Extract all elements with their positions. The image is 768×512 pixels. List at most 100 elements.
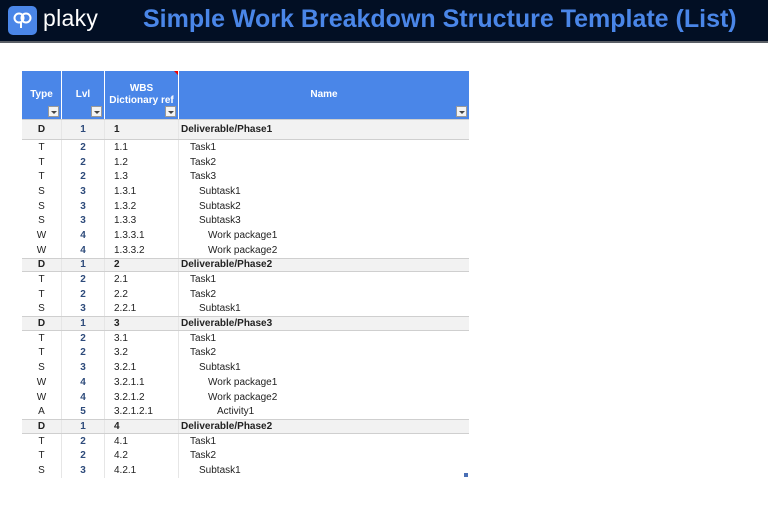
level-cell[interactable]: 2	[62, 169, 105, 185]
type-cell[interactable]: T	[22, 433, 62, 449]
table-row[interactable]: S 3 1.3.2 Subtask2	[22, 198, 469, 214]
wbs-ref-cell[interactable]: 1	[105, 120, 179, 139]
name-cell[interactable]: Work package1	[208, 376, 278, 388]
level-cell[interactable]: 1	[62, 258, 105, 272]
name-cell[interactable]: Work package1	[208, 229, 278, 241]
table-row[interactable]: W 4 3.2.1.2 Work package2	[22, 389, 469, 405]
name-cell[interactable]: Task1	[190, 332, 217, 344]
table-row[interactable]: W 4 1.3.3.1 Work package1	[22, 228, 469, 243]
name-cell[interactable]: Task1	[190, 435, 217, 447]
level-cell[interactable]: 4	[62, 228, 105, 243]
filter-dropdown-icon[interactable]	[456, 106, 467, 117]
type-cell[interactable]: S	[22, 213, 62, 229]
type-cell[interactable]: S	[22, 198, 62, 214]
filter-dropdown-icon[interactable]	[91, 106, 102, 117]
wbs-ref-cell[interactable]: 1.3.2	[105, 198, 179, 214]
name-cell[interactable]: Deliverable/Phase2	[181, 259, 273, 271]
filter-dropdown-icon[interactable]	[48, 106, 59, 117]
name-cell[interactable]: Task2	[190, 347, 217, 359]
name-cell[interactable]: Subtask1	[199, 185, 241, 197]
type-cell[interactable]: T	[22, 169, 62, 185]
wbs-ref-cell[interactable]: 4.1	[105, 433, 179, 449]
table-row[interactable]: T 2 3.1 Task1	[22, 330, 469, 346]
level-cell[interactable]: 1	[62, 420, 105, 433]
level-cell[interactable]: 4	[62, 242, 105, 258]
type-cell[interactable]: W	[22, 242, 62, 258]
wbs-ref-cell[interactable]: 4	[105, 420, 179, 433]
type-cell[interactable]: T	[22, 286, 62, 302]
level-cell[interactable]: 5	[62, 404, 105, 420]
name-cell[interactable]: Deliverable/Phase1	[181, 124, 273, 135]
deliverable-row[interactable]: D 1 4 Deliverable/Phase2	[22, 419, 469, 434]
name-cell[interactable]: Subtask3	[199, 215, 241, 227]
table-row[interactable]: T 2 1.3 Task3	[22, 169, 469, 185]
type-cell[interactable]: T	[22, 330, 62, 346]
table-row[interactable]: S 3 3.2.1 Subtask1	[22, 360, 469, 375]
level-cell[interactable]: 3	[62, 301, 105, 317]
table-row[interactable]: T 2 3.2 Task2	[22, 345, 469, 361]
deliverable-row[interactable]: D 1 2 Deliverable/Phase2	[22, 257, 469, 273]
name-cell[interactable]: Task1	[190, 141, 217, 153]
wbs-ref-cell[interactable]: 1.3.1	[105, 184, 179, 199]
type-cell[interactable]: D	[22, 120, 62, 139]
level-cell[interactable]: 2	[62, 433, 105, 449]
type-cell[interactable]: D	[22, 258, 62, 272]
level-cell[interactable]: 2	[62, 448, 105, 464]
level-cell[interactable]: 2	[62, 140, 105, 155]
wbs-ref-cell[interactable]: 4.2.1	[105, 463, 179, 478]
type-cell[interactable]: T	[22, 448, 62, 464]
name-cell[interactable]: Deliverable/Phase2	[181, 420, 273, 432]
level-cell[interactable]: 2	[62, 286, 105, 302]
wbs-ref-cell[interactable]: 3.2.1	[105, 360, 179, 375]
wbs-ref-cell[interactable]: 1.1	[105, 140, 179, 155]
table-row[interactable]: T 2 2.1 Task1	[22, 272, 469, 287]
wbs-ref-cell[interactable]: 3.1	[105, 330, 179, 346]
level-cell[interactable]: 3	[62, 360, 105, 375]
type-cell[interactable]: T	[22, 140, 62, 155]
type-cell[interactable]: T	[22, 154, 62, 170]
name-cell[interactable]: Subtask1	[199, 362, 241, 374]
type-cell[interactable]: S	[22, 463, 62, 478]
table-row[interactable]: S 3 4.2.1 Subtask1	[22, 463, 469, 478]
table-row[interactable]: T 2 1.2 Task2	[22, 154, 469, 170]
wbs-ref-cell[interactable]: 1.3	[105, 169, 179, 185]
level-cell[interactable]: 3	[62, 213, 105, 229]
table-row[interactable]: T 2 4.1 Task1	[22, 433, 469, 449]
wbs-ref-cell[interactable]: 1.2	[105, 154, 179, 170]
type-cell[interactable]: A	[22, 404, 62, 420]
level-cell[interactable]: 2	[62, 154, 105, 170]
name-cell[interactable]: Deliverable/Phase3	[181, 318, 273, 330]
name-cell[interactable]: Work package2	[208, 244, 278, 256]
wbs-ref-cell[interactable]: 3.2.1.1	[105, 375, 179, 390]
wbs-ref-cell[interactable]: 2.2.1	[105, 301, 179, 317]
filter-dropdown-icon[interactable]	[165, 106, 176, 117]
wbs-ref-cell[interactable]: 4.2	[105, 448, 179, 464]
wbs-ref-cell[interactable]: 3.2.1.2.1	[105, 404, 179, 420]
type-cell[interactable]: S	[22, 184, 62, 199]
deliverable-row[interactable]: D 1 3 Deliverable/Phase3	[22, 316, 469, 331]
wbs-ref-cell[interactable]: 1.3.3.1	[105, 228, 179, 243]
level-cell[interactable]: 4	[62, 389, 105, 405]
table-row[interactable]: W 4 1.3.3.2 Work package2	[22, 242, 469, 258]
table-row[interactable]: S 3 1.3.3 Subtask3	[22, 213, 469, 229]
level-cell[interactable]: 2	[62, 272, 105, 287]
table-row[interactable]: W 4 3.2.1.1 Work package1	[22, 375, 469, 390]
type-cell[interactable]: D	[22, 317, 62, 330]
type-cell[interactable]: W	[22, 228, 62, 243]
name-cell[interactable]: Subtask1	[199, 464, 241, 476]
table-row[interactable]: T 2 4.2 Task2	[22, 448, 469, 464]
level-cell[interactable]: 2	[62, 345, 105, 361]
type-cell[interactable]: S	[22, 360, 62, 375]
type-cell[interactable]: W	[22, 375, 62, 390]
name-cell[interactable]: Task2	[190, 450, 217, 462]
table-row[interactable]: S 3 1.3.1 Subtask1	[22, 184, 469, 199]
type-cell[interactable]: D	[22, 420, 62, 433]
name-cell[interactable]: Task1	[190, 274, 217, 286]
name-cell[interactable]: Work package2	[208, 391, 278, 403]
table-row[interactable]: T 2 2.2 Task2	[22, 286, 469, 302]
table-row[interactable]: S 3 2.2.1 Subtask1	[22, 301, 469, 317]
level-cell[interactable]: 1	[62, 120, 105, 139]
name-cell[interactable]: Activity1	[217, 406, 255, 418]
wbs-ref-cell[interactable]: 3	[105, 317, 179, 330]
level-cell[interactable]: 4	[62, 375, 105, 390]
